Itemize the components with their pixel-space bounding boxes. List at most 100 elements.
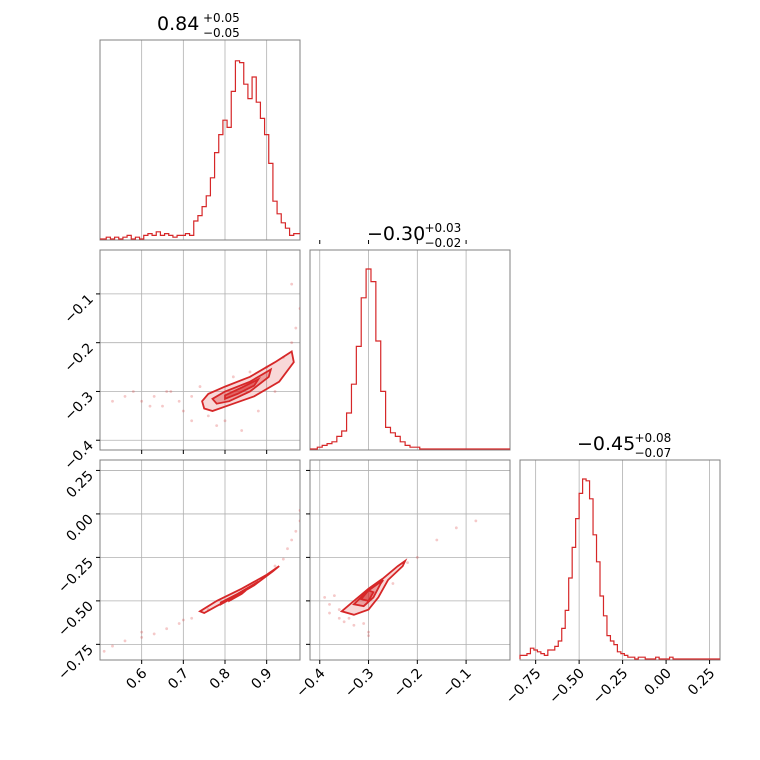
param-error-minus: −0.02 — [425, 236, 462, 250]
contour-level — [224, 377, 261, 401]
param-error-minus: −0.07 — [635, 446, 672, 460]
scatter-point — [435, 538, 439, 542]
x-tick-label: 0.8 — [207, 666, 234, 693]
scatter-point — [273, 564, 277, 568]
scatter-point — [111, 399, 114, 403]
joint-content — [323, 519, 478, 638]
scatter-point — [190, 394, 194, 398]
histogram-panel-2 — [519, 459, 721, 661]
histogram-line — [519, 478, 720, 660]
scatter-point — [337, 616, 341, 620]
contour-level — [228, 589, 247, 603]
scatter-point — [281, 557, 285, 561]
scatter-point — [294, 326, 298, 330]
scatter-point — [342, 620, 346, 624]
x-tick-label: −0.4 — [293, 665, 328, 700]
y-tick-label: −0.50 — [55, 598, 97, 640]
y-tick-label: 0.25 — [63, 468, 96, 501]
scatter-point — [177, 399, 181, 403]
histogram-line — [100, 60, 300, 240]
scatter-point — [111, 644, 114, 648]
x-tick-label: −0.50 — [546, 666, 588, 708]
scatter-point — [177, 622, 181, 625]
contour-level — [198, 565, 280, 614]
scatter-point — [198, 385, 202, 388]
x-tick-label: −0.1 — [440, 666, 475, 701]
y-tick-label: −0.2 — [61, 340, 96, 375]
scatter-point — [298, 307, 300, 310]
x-tick-label: −0.25 — [590, 666, 632, 708]
y-tick-label: −0.75 — [55, 642, 97, 684]
x-tick-label: −0.75 — [503, 666, 545, 708]
scatter-point — [165, 627, 169, 631]
panel-frame — [519, 459, 721, 661]
scatter-point — [337, 608, 341, 611]
param-error-minus: −0.05 — [203, 26, 240, 40]
param-error-plus: +0.08 — [635, 431, 672, 445]
x-tick-label: 0.25 — [685, 666, 718, 699]
histogram-line — [310, 268, 510, 450]
param-error-plus: +0.03 — [425, 221, 462, 235]
panel-frame — [99, 39, 301, 241]
joint-panel-1-2 — [309, 459, 511, 661]
joint-content — [111, 282, 300, 432]
scatter-point — [123, 394, 127, 398]
contour-level — [359, 589, 375, 602]
scatter-point — [215, 424, 219, 428]
scatter-point — [352, 623, 356, 627]
scatter-point — [347, 616, 351, 620]
y-tick-label: −0.4 — [61, 438, 96, 473]
scatter-point — [332, 594, 336, 598]
scatter-point — [102, 649, 106, 653]
histogram-panel-0 — [99, 39, 301, 241]
scatter-point — [391, 582, 395, 585]
scatter-point — [248, 370, 252, 374]
scatter-point — [406, 561, 409, 565]
panel-frame — [99, 459, 301, 661]
scatter-point — [140, 399, 144, 403]
scatter-point — [152, 394, 156, 398]
scatter-point — [367, 630, 370, 634]
scatter-point — [294, 529, 298, 533]
param-title: 0.84 — [157, 13, 199, 35]
panel-frame — [99, 249, 301, 451]
scatter-point — [273, 390, 277, 393]
scatter-point — [240, 429, 244, 432]
scatter-point — [148, 404, 152, 408]
scatter-point — [161, 404, 164, 408]
x-tick-label: 0.9 — [248, 666, 275, 693]
scatter-point — [454, 526, 458, 530]
scatter-point — [290, 341, 294, 345]
panel-frame — [309, 459, 511, 661]
scatter-point — [231, 375, 235, 379]
scatter-point — [223, 419, 227, 423]
histogram-panel-1 — [309, 249, 511, 451]
scatter-point — [286, 547, 289, 551]
scatter-point — [256, 409, 260, 413]
scatter-point — [323, 595, 327, 599]
scatter-point — [367, 634, 370, 638]
scatter-point — [362, 622, 366, 625]
y-tick-label: 0.00 — [63, 511, 96, 544]
joint-panel-0-1 — [99, 249, 301, 451]
scatter-point — [152, 632, 156, 636]
panel-frame — [309, 249, 511, 451]
scatter-point — [474, 519, 478, 523]
scatter-point — [169, 390, 173, 393]
scatter-point — [181, 618, 185, 622]
scatter-point — [165, 390, 169, 393]
y-tick-label: −0.3 — [61, 389, 96, 424]
scatter-point — [290, 538, 294, 542]
joint-panel-0-2 — [99, 459, 301, 661]
scatter-point — [298, 519, 300, 523]
scatter-point — [190, 616, 194, 620]
joint-content — [102, 509, 300, 653]
x-tick-label: 0.6 — [123, 665, 150, 692]
scatter-point — [140, 630, 144, 634]
x-tick-label: −0.2 — [391, 666, 426, 701]
y-tick-label: −0.1 — [61, 291, 96, 326]
x-tick-label: 0.00 — [642, 666, 675, 699]
scatter-point — [190, 419, 194, 423]
scatter-point — [290, 282, 294, 286]
